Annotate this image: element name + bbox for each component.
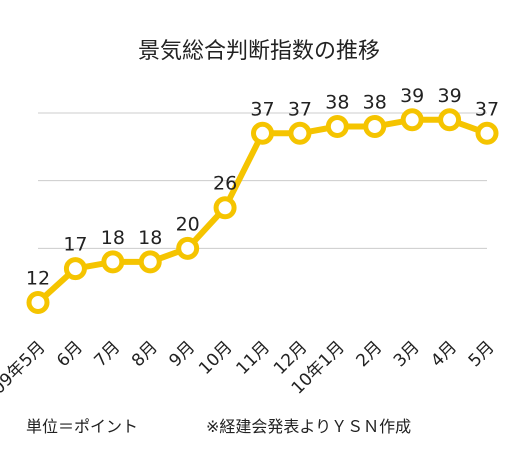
data-labels: 12 17 18 18 20 26 37 37 38 38 39 39 37 [26, 85, 499, 290]
x-tick-label: 6月 [53, 337, 87, 371]
data-point [325, 115, 349, 139]
data-label: 38 [325, 92, 349, 114]
x-tick-label: 09年5月 [0, 337, 50, 398]
data-label: 37 [475, 98, 499, 120]
data-point [251, 121, 274, 145]
series-polyline [35, 116, 489, 305]
x-tick-label: 11月 [233, 337, 274, 378]
data-point [400, 108, 424, 132]
data-point [26, 290, 50, 314]
data-point [438, 108, 462, 132]
data-label: 38 [363, 92, 387, 114]
data-point [475, 121, 499, 145]
x-tick-label: 8月 [128, 337, 162, 371]
data-label: 17 [63, 234, 87, 256]
data-label: 39 [400, 85, 424, 107]
data-label: 18 [138, 227, 162, 249]
data-label: 26 [213, 173, 237, 195]
x-tick-label: 4月 [427, 337, 461, 371]
data-point [363, 115, 387, 139]
data-label: 18 [101, 227, 125, 249]
data-point [176, 236, 200, 260]
series-line [35, 116, 489, 305]
data-points [26, 108, 499, 314]
data-point [63, 257, 87, 281]
data-point [101, 250, 125, 274]
data-point [288, 121, 312, 145]
data-label: 39 [437, 85, 461, 107]
source-note: ※経建会発表よりＹＳＮ作成 [206, 417, 411, 436]
data-point [213, 196, 237, 220]
data-label: 12 [26, 267, 50, 289]
data-point [138, 250, 162, 274]
x-tick-label: 5月 [465, 337, 499, 371]
x-tick-label: 10月 [195, 337, 236, 378]
data-label: 37 [250, 98, 274, 120]
unit-note: 単位＝ポイント [26, 417, 138, 436]
data-label: 37 [288, 98, 312, 120]
x-tick-label: 9月 [165, 337, 199, 371]
data-label: 20 [176, 213, 200, 235]
x-tick-label: 2月 [352, 337, 386, 371]
chart-title: 景気総合判断指数の推移 [138, 39, 380, 64]
x-tick-label: 3月 [390, 337, 424, 371]
x-tick-label: 7月 [91, 337, 125, 371]
